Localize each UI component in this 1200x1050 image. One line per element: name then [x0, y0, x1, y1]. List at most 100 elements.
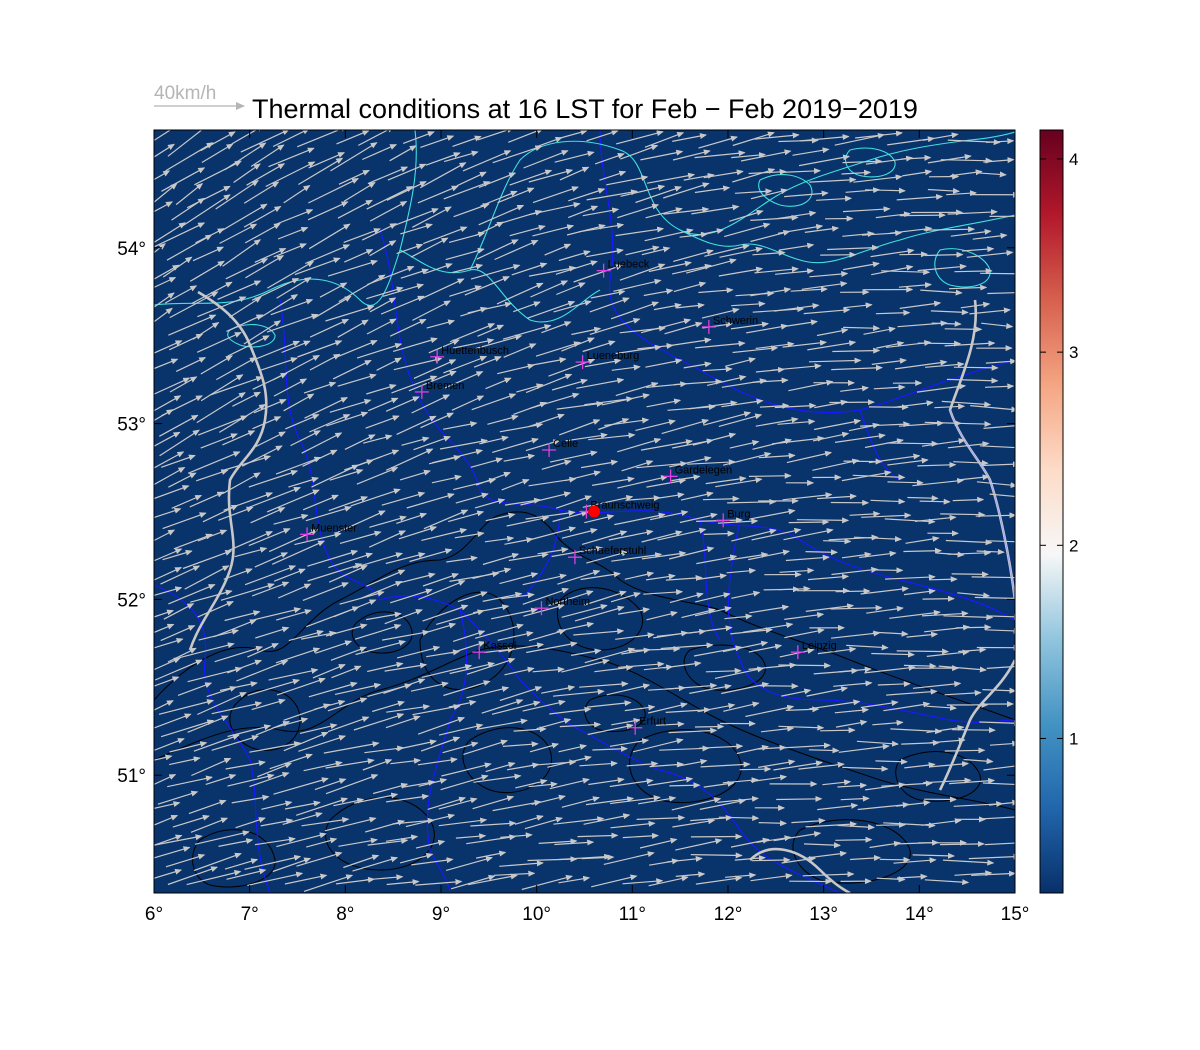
x-tick-label: 15°: [1001, 904, 1030, 925]
wind-arrow: [420, 135, 455, 148]
wind-arrow: [688, 625, 733, 634]
wind-arrow: [926, 704, 957, 711]
wind-arrow: [558, 419, 601, 436]
wind-arrow: [426, 319, 456, 329]
wind-arrow: [154, 738, 185, 751]
wind-arrow: [749, 604, 790, 614]
wind-arrow: [201, 143, 234, 164]
wind-arrow: [807, 573, 850, 581]
wind-arrow: [702, 366, 733, 373]
wind-arrow: [260, 818, 294, 827]
wind-arrow: [219, 681, 258, 692]
wind-arrow: [777, 418, 816, 425]
wind-arrow: [929, 576, 958, 583]
wind-arrow: [584, 590, 627, 606]
wind-arrow: [635, 419, 676, 431]
wind-arrow: [646, 610, 678, 621]
wind-arrow: [688, 400, 738, 410]
wind-arrow: [470, 264, 521, 280]
wind-arrow: [831, 630, 881, 639]
administrative-borders: [154, 130, 1015, 893]
wind-arrow: [464, 276, 510, 296]
wind-arrow: [168, 333, 204, 351]
wind-arrow: [197, 691, 247, 716]
wind-arrow: [294, 257, 341, 276]
wind-arrow: [302, 449, 338, 467]
wind-arrow: [466, 686, 510, 699]
wind-arrow: [277, 583, 312, 599]
wind-arrow: [668, 727, 718, 734]
wind-arrow: [952, 727, 996, 734]
wind-arrow: [451, 641, 486, 654]
wind-arrow: [657, 527, 707, 541]
wind-arrow: [722, 640, 769, 653]
wind-arrow: [475, 718, 528, 730]
wind-arrow: [718, 815, 760, 822]
wind-arrow: [820, 727, 856, 734]
wind-arrow: [226, 659, 263, 674]
wind-arrow: [372, 700, 405, 713]
wind-arrow: [625, 245, 660, 256]
wind-arrow: [496, 282, 544, 305]
wind-arrow: [804, 225, 840, 233]
wind-arrow: [690, 814, 733, 822]
wind-arrow: [917, 461, 957, 468]
wind-arrow: [611, 364, 641, 371]
x-tick-label: 9°: [432, 904, 450, 925]
wind-arrow: [154, 276, 177, 289]
wind-arrow: [271, 540, 326, 565]
wind-arrow: [881, 780, 933, 787]
wind-arrow: [422, 573, 460, 587]
wind-arrow: [421, 664, 473, 678]
wind-arrow: [325, 774, 379, 795]
wind-arrow: [169, 756, 201, 766]
wind-arrow: [327, 697, 368, 712]
wind-arrow: [889, 226, 933, 234]
wind-arrow: [823, 538, 852, 545]
wind-arrow: [665, 575, 703, 582]
wind-arrow: [368, 530, 407, 548]
wind-arrow: [285, 414, 320, 430]
wind-arrow: [950, 228, 992, 237]
wind-arrow: [938, 665, 987, 673]
wind-arrow: [881, 269, 931, 276]
wind-arrow: [852, 474, 906, 481]
wind-arrow: [806, 686, 849, 697]
wind-arrow: [782, 339, 827, 348]
wind-arrow: [159, 414, 199, 437]
wind-arrow: [585, 796, 635, 806]
wind-arrow: [160, 625, 196, 642]
wind-arrow: [724, 613, 753, 620]
wind-arrow: [248, 486, 301, 508]
wind-arrow: [944, 689, 982, 696]
wind-arrow: [980, 272, 1015, 275]
colorbar-tick-label: 3: [1069, 343, 1078, 362]
wind-arrow: [667, 337, 712, 347]
wind-arrow: [702, 495, 740, 502]
wind-arrow: [503, 453, 536, 462]
wind-arrow: [731, 300, 766, 307]
wind-arrow: [516, 383, 544, 393]
wind-arrow: [894, 359, 948, 370]
wind-arrow: [887, 457, 929, 466]
wind-arrow: [524, 816, 563, 830]
wind-arrow: [574, 605, 625, 622]
wind-arrow: [983, 157, 1015, 164]
wind-arrow: [556, 621, 595, 632]
wind-arrow: [694, 185, 731, 194]
wind-arrow: [487, 414, 519, 425]
wind-arrow: [592, 745, 628, 752]
wind-arrow: [748, 472, 792, 479]
wind-arrow: [781, 688, 812, 697]
wind-arrow: [336, 510, 386, 534]
wind-arrow: [703, 780, 735, 788]
wind-arrow: [703, 530, 735, 537]
wind-arrow: [582, 495, 634, 508]
wind-arrow: [746, 323, 789, 334]
wind-arrow: [876, 340, 905, 349]
wind-arrow: [875, 309, 911, 316]
wind-arrow: [328, 552, 374, 569]
wind-arrow: [418, 778, 448, 787]
wind-arrow: [923, 226, 976, 233]
